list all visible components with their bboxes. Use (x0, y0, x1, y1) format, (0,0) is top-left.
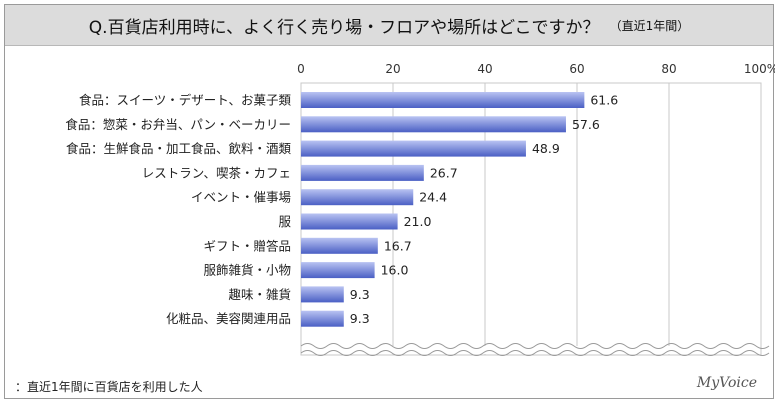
axis-break-band (302, 346, 760, 354)
category-label: 化粧品、美容関連用品 (166, 311, 291, 326)
myvoice-logo: MyVoice (696, 375, 757, 391)
category-label: 食品：スイーツ・デザート、お菓子類 (79, 93, 292, 108)
bars: 食品：スイーツ・デザート、お菓子類 61.6 食品：惣菜・お弁当、パン・ベーカリー 5… (65, 92, 618, 327)
chart-frame: Q.百貨店利用時に、よく行く売り場・フロアや場所はどこですか？ （直近1年間） … (4, 4, 775, 399)
bar (301, 92, 585, 108)
footnote: ：直近1年間に百貨店を利用した人 (15, 380, 203, 394)
axis-break (300, 343, 770, 356)
bar-chart: 0 20 40 60 80 100% 食品：スイーツ・デザート、お菓子類 61.6 食品：惣菜… (65, 62, 775, 356)
axis-break-wave (300, 343, 770, 349)
bar (301, 286, 344, 303)
value-label: 26.7 (430, 165, 458, 180)
bar (301, 189, 414, 206)
bar (301, 262, 375, 279)
bar (301, 116, 566, 133)
x-tick-label: 20 (385, 62, 400, 76)
x-tick-label: 80 (661, 62, 676, 76)
category-label: 食品：惣菜・お弁当、パン・ベーカリー (65, 117, 291, 132)
bar (301, 140, 526, 157)
x-tick-label: 60 (569, 62, 584, 76)
value-label: 21.0 (404, 214, 432, 229)
value-label: 9.3 (350, 311, 370, 326)
value-label: 24.4 (419, 190, 447, 205)
bar (301, 310, 344, 327)
chart-title-note: （直近1年間） (609, 18, 690, 33)
chart-title: Q.百貨店利用時に、よく行く売り場・フロアや場所はどこですか？ (88, 17, 600, 38)
category-label: レストラン、喫茶・カフェ (142, 165, 291, 180)
axis-break-wave (300, 350, 770, 356)
category-label: 服 (278, 214, 291, 229)
category-label: 食品：生鮮食品・加工食品、飲料・酒類 (66, 141, 292, 156)
category-label: イベント・催事場 (191, 190, 291, 205)
value-label: 16.7 (384, 238, 412, 253)
x-axis-ticks: 0 20 40 60 80 100% (297, 62, 775, 76)
category-label: 趣味・雑貨 (228, 287, 291, 302)
value-label: 57.6 (572, 117, 600, 132)
value-label: 48.9 (532, 141, 560, 156)
value-label: 9.3 (350, 287, 370, 302)
category-label: 服飾雑貨・小物 (203, 263, 291, 278)
bar (301, 237, 378, 254)
value-label: 16.0 (381, 263, 409, 278)
bar (301, 213, 398, 230)
x-tick-label: 0 (297, 62, 305, 76)
x-tick-label: 40 (477, 62, 492, 76)
value-label: 61.6 (590, 93, 618, 108)
title-bar: Q.百貨店利用時に、よく行く売り場・フロアや場所はどこですか？ （直近1年間） (5, 5, 773, 46)
category-label: ギフト・贈答品 (203, 238, 291, 253)
x-tick-label: 100% (744, 62, 775, 76)
bar (301, 164, 424, 181)
